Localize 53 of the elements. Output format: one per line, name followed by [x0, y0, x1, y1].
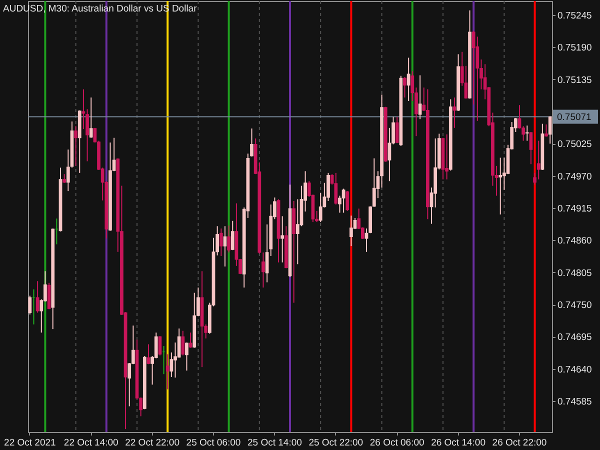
- y-tick-label: 0.74915: [558, 204, 592, 215]
- candlestick: [418, 74, 422, 120]
- y-tick-label: 0.75025: [558, 139, 592, 150]
- candlestick: [166, 354, 170, 390]
- candlestick: [529, 131, 533, 165]
- candlestick: [219, 228, 223, 256]
- y-tick-label: 0.74970: [558, 171, 592, 182]
- candlestick: [403, 76, 406, 98]
- candlestick: [170, 352, 174, 378]
- candlestick: [181, 330, 185, 356]
- x-tick-label: 22 Oct 22:00: [125, 438, 180, 448]
- x-tick-label: 25 Oct 22:00: [308, 438, 364, 448]
- candlestick: [36, 280, 40, 314]
- candlestick: [146, 344, 150, 365]
- y-tick-label: 0.74585: [558, 396, 592, 408]
- y-tick-label: 0.74640: [558, 364, 592, 376]
- candlestick: [525, 125, 529, 142]
- candlestick: [395, 116, 399, 144]
- y-tick-label: 0.75135: [558, 74, 592, 86]
- y-tick-label: 0.74805: [558, 268, 592, 279]
- candlestick: [548, 116, 552, 144]
- candlestick: [536, 140, 540, 180]
- candlestick: [406, 57, 410, 102]
- candlestick: [47, 282, 51, 310]
- candlestick: [89, 96, 93, 138]
- candlestick: [223, 226, 227, 267]
- candlestick: [280, 216, 284, 263]
- candlestick: [445, 134, 448, 180]
- candlestick: [188, 332, 192, 348]
- candlestick: [334, 172, 338, 206]
- x-tick-label: 22 Oct 14:00: [64, 438, 118, 448]
- x-tick-label: 22 Oct 2021: [4, 438, 56, 448]
- y-tick-label: 0.74695: [558, 332, 592, 344]
- ref-line-label: 0.75071: [557, 112, 592, 123]
- x-tick-label: 25 Oct 14:00: [248, 438, 302, 448]
- y-tick-label: 0.74750: [558, 300, 592, 312]
- candlestick: [498, 157, 502, 215]
- x-tick-label: 26 Oct 22:00: [492, 438, 547, 448]
- candlestick: [227, 225, 230, 253]
- x-tick-label: 26 Oct 06:00: [370, 438, 424, 448]
- candlestick: [544, 124, 548, 138]
- y-tick-label: 0.75245: [558, 10, 592, 22]
- candlestick: [230, 220, 234, 251]
- candlestick: [185, 342, 188, 372]
- candlestick: [28, 295, 32, 315]
- x-tick-label: 26 Oct 14:00: [431, 438, 486, 448]
- candlestick: [350, 215, 353, 247]
- candlestick: [342, 188, 346, 214]
- x-tick-label: 25 Oct 06:00: [186, 438, 241, 448]
- y-tick-label: 0.75190: [558, 42, 592, 54]
- y-tick-label: 0.74860: [558, 236, 592, 247]
- candlestick: [74, 126, 78, 166]
- candlestick: [346, 190, 350, 212]
